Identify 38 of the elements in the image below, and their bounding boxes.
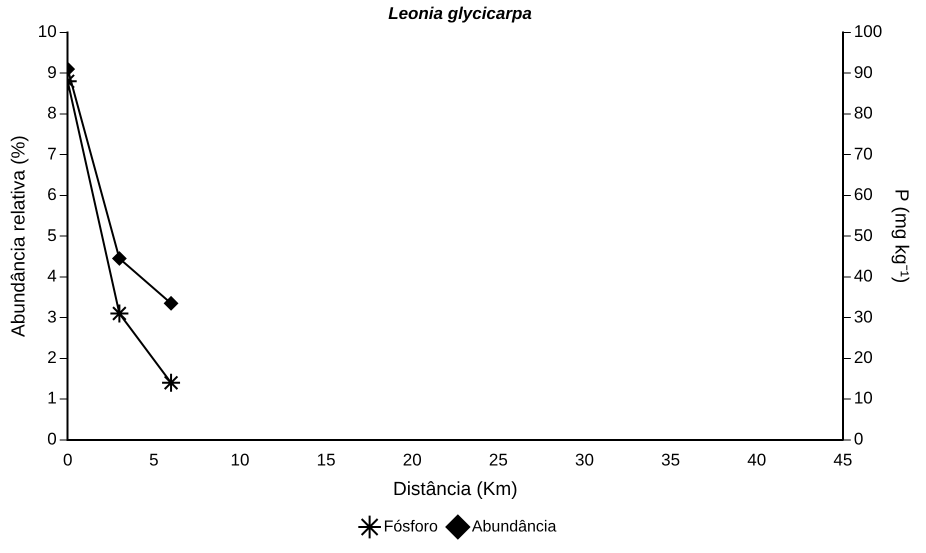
x-tick-label: 20 (402, 450, 422, 470)
y-tick-label: 9 (47, 62, 57, 82)
x-tick-label: 30 (575, 450, 594, 470)
y2-tick-label: 100 (854, 22, 882, 42)
legend-label: Abundância (472, 518, 556, 536)
x-tick-label: 35 (661, 450, 680, 470)
legend-label: Fósforo (384, 518, 438, 536)
y-axis-title: Abundância relativa (%) (8, 135, 30, 337)
y2-axis-title: P (mg kg⁻¹) (890, 188, 912, 284)
y2-tick-label: 40 (854, 266, 873, 286)
x-tick-label: 10 (230, 450, 250, 470)
x-tick-label: 25 (488, 450, 508, 470)
x-tick-label: 15 (316, 450, 336, 470)
y2-tick-label: 80 (854, 104, 873, 123)
y-tick-label: 0 (47, 429, 57, 448)
y2-tick-label: 0 (854, 429, 864, 448)
y2-tick-label: 70 (854, 144, 873, 164)
y2-tick-label: 20 (854, 348, 873, 368)
y-tick-label: 2 (47, 348, 57, 368)
y2-tick-label: 50 (854, 226, 873, 245)
x-tick-label: 40 (747, 450, 766, 470)
y2-tick-label: 10 (854, 388, 873, 408)
y-tick-label: 6 (47, 185, 57, 204)
y-tick-label: 7 (47, 144, 57, 164)
y-tick-label: 8 (47, 104, 57, 123)
y-tick-label: 3 (47, 307, 57, 326)
y-tick-label: 10 (38, 22, 57, 42)
y-tick-label: 5 (47, 226, 57, 245)
chart-title: Leonia glycicarpa (388, 4, 532, 23)
x-tick-label: 0 (62, 450, 72, 470)
y2-tick-label: 90 (854, 62, 873, 82)
x-tick-label: 5 (149, 450, 159, 470)
y-tick-label: 1 (47, 388, 57, 408)
x-tick-label: 45 (833, 450, 852, 470)
y2-tick-label: 60 (854, 185, 873, 204)
y2-tick-label: 30 (854, 307, 873, 326)
y-tick-label: 4 (47, 266, 57, 286)
x-axis-title: Distância (Km) (392, 478, 518, 500)
